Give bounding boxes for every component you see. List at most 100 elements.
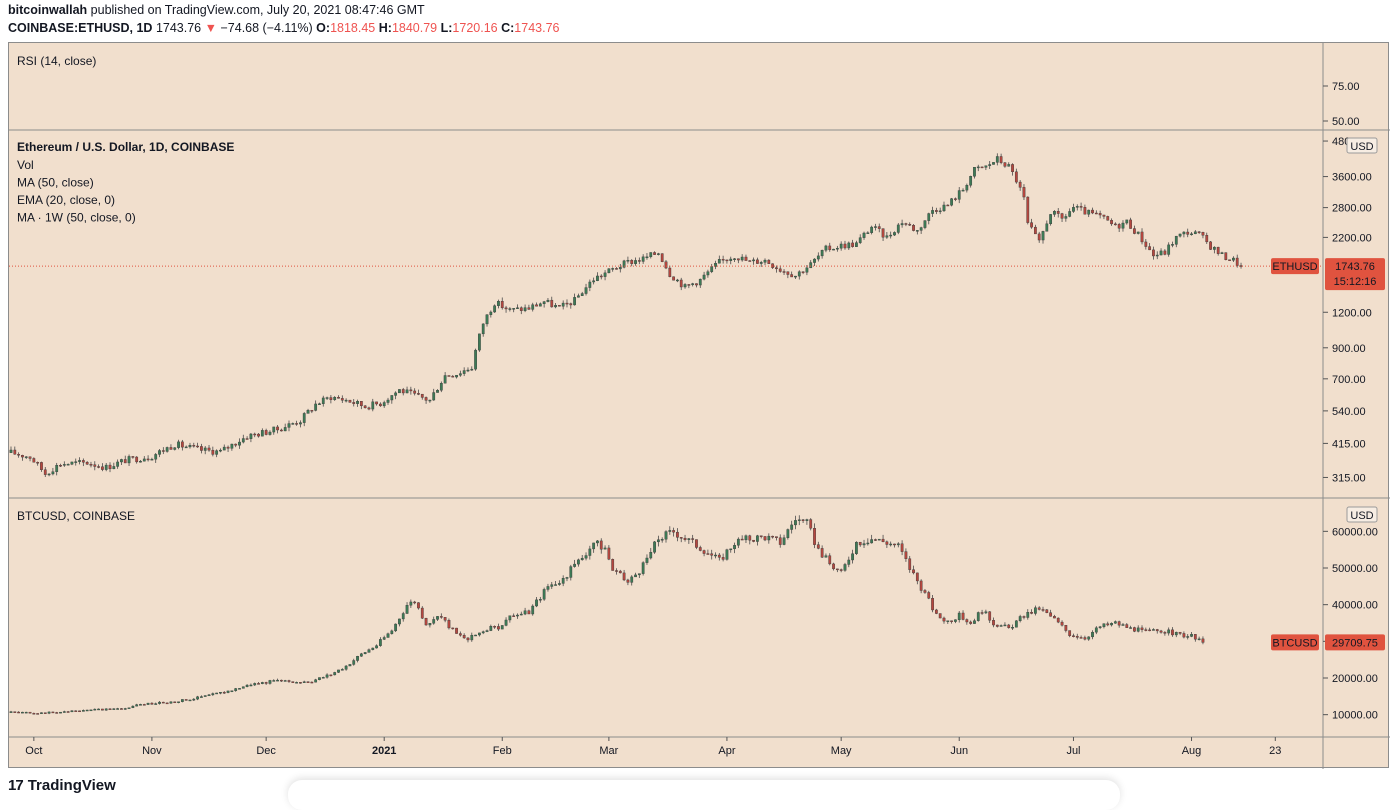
btc-candle[interactable] xyxy=(344,665,348,670)
eth-candle[interactable] xyxy=(85,462,89,465)
btc-candle[interactable] xyxy=(329,674,333,677)
eth-currency-button[interactable] xyxy=(1346,137,1378,154)
eth-candle[interactable] xyxy=(618,267,622,270)
eth-candle[interactable] xyxy=(462,370,466,374)
eth-candle[interactable] xyxy=(215,450,219,455)
btc-candle[interactable] xyxy=(607,547,611,560)
eth-candle[interactable] xyxy=(577,295,580,298)
eth-candle[interactable] xyxy=(219,449,222,452)
btc-candle[interactable] xyxy=(954,619,957,622)
eth-candle[interactable] xyxy=(915,230,919,232)
btc-candle[interactable] xyxy=(729,548,733,551)
btc-candle[interactable] xyxy=(21,711,24,714)
btc-candle[interactable] xyxy=(432,619,436,624)
eth-candle[interactable] xyxy=(13,449,17,455)
eth-candle[interactable] xyxy=(428,399,432,402)
eth-candle[interactable] xyxy=(241,438,245,443)
btc-candle[interactable] xyxy=(1003,624,1007,627)
eth-candle[interactable] xyxy=(405,389,409,394)
eth-candle[interactable] xyxy=(580,293,584,296)
btc-candle[interactable] xyxy=(428,623,432,626)
eth-candle[interactable] xyxy=(1216,246,1220,254)
btc-candle[interactable] xyxy=(714,554,717,557)
btc-candle[interactable] xyxy=(1068,630,1072,636)
btc-candle[interactable] xyxy=(367,649,371,653)
eth-candle[interactable] xyxy=(565,302,569,305)
btc-candle[interactable] xyxy=(889,543,893,546)
btc-candle[interactable] xyxy=(538,599,542,601)
btc-candle[interactable] xyxy=(611,559,615,571)
eth-candle[interactable] xyxy=(1136,231,1140,234)
btc-candle[interactable] xyxy=(668,530,672,532)
eth-candle[interactable] xyxy=(782,271,786,273)
eth-candle[interactable] xyxy=(409,389,413,392)
eth-candle[interactable] xyxy=(1171,244,1174,246)
eth-candle[interactable] xyxy=(641,256,645,262)
eth-candle[interactable] xyxy=(249,433,253,439)
eth-candle[interactable] xyxy=(1129,219,1132,229)
btc-candle[interactable] xyxy=(527,610,531,615)
eth-candle[interactable] xyxy=(291,423,295,425)
btc-candle[interactable] xyxy=(359,653,363,657)
eth-candle[interactable] xyxy=(874,226,877,228)
btc-candle[interactable] xyxy=(340,669,344,671)
btc-candle[interactable] xyxy=(1072,635,1075,637)
eth-candle[interactable] xyxy=(835,247,839,250)
eth-candle[interactable] xyxy=(1121,222,1125,229)
eth-candle[interactable] xyxy=(622,260,626,268)
eth-candle[interactable] xyxy=(687,284,691,286)
eth-candle[interactable] xyxy=(1045,223,1049,232)
btc-candle[interactable] xyxy=(101,708,104,711)
eth-candle[interactable] xyxy=(893,232,896,236)
btc-candle[interactable] xyxy=(375,645,378,649)
btc-candle[interactable] xyxy=(28,711,32,714)
eth-candle[interactable] xyxy=(1125,219,1129,224)
eth-candle[interactable] xyxy=(28,456,32,459)
eth-candle[interactable] xyxy=(733,258,736,260)
eth-candle[interactable] xyxy=(763,259,767,263)
btc-candle[interactable] xyxy=(306,681,310,683)
btc-candle[interactable] xyxy=(881,538,885,543)
eth-candle[interactable] xyxy=(329,397,333,400)
btc-candle[interactable] xyxy=(413,601,417,604)
eth-candle[interactable] xyxy=(775,267,778,270)
eth-candle[interactable] xyxy=(603,272,607,277)
eth-candle[interactable] xyxy=(1106,216,1110,221)
btc-candle[interactable] xyxy=(622,572,626,581)
btc-candle[interactable] xyxy=(577,559,580,565)
eth-candle[interactable] xyxy=(40,462,43,470)
btc-candle[interactable] xyxy=(634,574,637,578)
btc-candle[interactable] xyxy=(401,613,405,620)
btc-candle[interactable] xyxy=(683,537,687,540)
eth-candle[interactable] xyxy=(417,393,420,395)
eth-candle[interactable] xyxy=(367,407,371,410)
btc-candle[interactable] xyxy=(653,541,656,553)
btc-candle[interactable] xyxy=(276,679,279,682)
btc-candle[interactable] xyxy=(995,624,999,627)
btc-candle[interactable] xyxy=(62,711,66,713)
eth-candle[interactable] xyxy=(272,426,276,433)
eth-candle[interactable] xyxy=(1072,207,1075,212)
btc-candle[interactable] xyxy=(923,590,927,593)
eth-candle[interactable] xyxy=(660,253,664,262)
btc-symbol-badge[interactable] xyxy=(1271,634,1319,651)
eth-candle[interactable] xyxy=(299,422,302,425)
btc-candle[interactable] xyxy=(382,637,386,640)
eth-candle[interactable] xyxy=(1239,265,1243,267)
btc-candle[interactable] xyxy=(839,569,843,571)
btc-candle[interactable] xyxy=(55,712,59,714)
eth-candle[interactable] xyxy=(139,460,142,463)
eth-candle[interactable] xyxy=(279,429,283,432)
btc-candle[interactable] xyxy=(938,613,942,619)
eth-candle[interactable] xyxy=(824,245,828,251)
eth-candle[interactable] xyxy=(318,403,321,405)
eth-candle[interactable] xyxy=(1011,164,1014,173)
btc-candle[interactable] xyxy=(603,547,607,550)
btc-candle[interactable] xyxy=(695,539,698,548)
eth-candle[interactable] xyxy=(729,258,733,261)
eth-candle[interactable] xyxy=(1026,196,1030,223)
eth-candle[interactable] xyxy=(805,267,809,273)
eth-candle[interactable] xyxy=(946,204,950,207)
eth-candle[interactable] xyxy=(504,307,508,310)
eth-candle[interactable] xyxy=(961,189,965,192)
